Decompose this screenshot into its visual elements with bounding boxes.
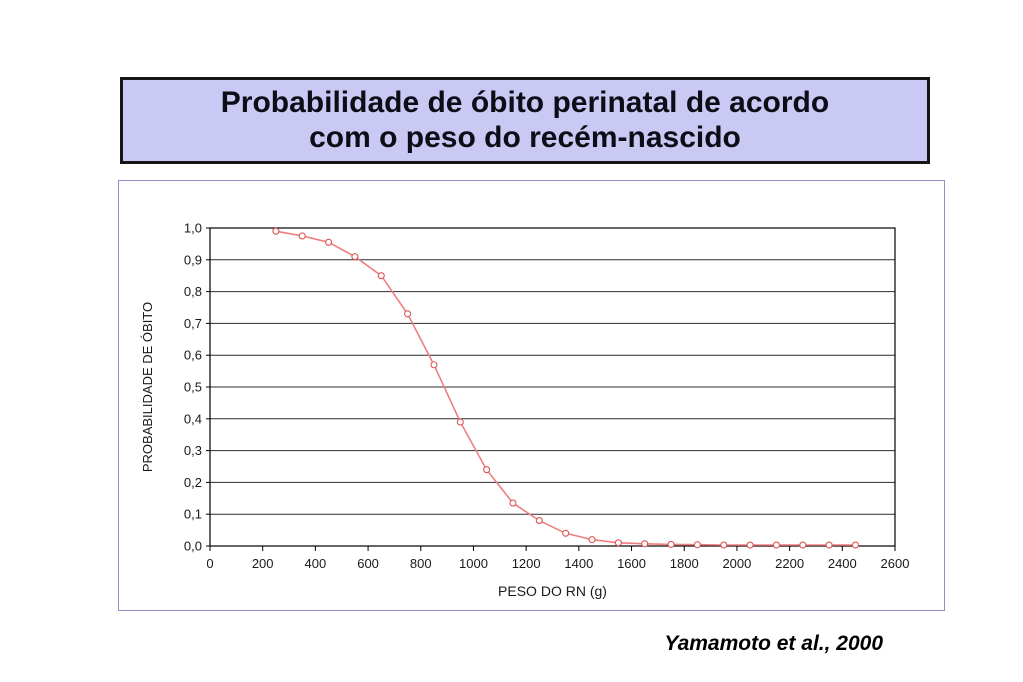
x-tick-label: 1600 [617, 556, 646, 571]
x-tick-label: 2400 [828, 556, 857, 571]
data-point-marker [325, 238, 333, 246]
data-point-marker [430, 361, 438, 369]
x-tick-label: 1400 [564, 556, 593, 571]
x-tick-label: 2600 [881, 556, 910, 571]
y-tick-label: 0,0 [184, 539, 202, 554]
y-tick-label: 0,3 [184, 443, 202, 458]
x-tick-label: 1800 [670, 556, 699, 571]
x-tick-label: 600 [357, 556, 379, 571]
data-point-marker [799, 541, 807, 549]
data-point-marker [509, 499, 517, 507]
x-tick-label: 400 [305, 556, 327, 571]
data-point-marker [298, 232, 306, 240]
data-point-marker [693, 541, 701, 549]
data-point-marker [456, 418, 464, 426]
x-tick-label: 1200 [512, 556, 541, 571]
y-tick-label: 0,6 [184, 348, 202, 363]
data-point-marker [535, 517, 543, 525]
data-point-marker [825, 541, 833, 549]
y-tick-label: 1,0 [184, 221, 202, 236]
slide-title: Probabilidade de óbito perinatal de acor… [220, 86, 830, 154]
data-point-marker [772, 541, 780, 549]
y-axis-title: PROBABILIDADE DE ÓBITO [140, 302, 155, 472]
mortality-curve [275, 230, 856, 546]
data-point-marker [641, 540, 649, 548]
y-tick-label: 0,2 [184, 475, 202, 490]
chart-frame: 0 200 400 600 800 1000 1200 1400 1600 1800 2000 220… [118, 180, 945, 611]
data-point-marker [483, 466, 491, 474]
data-point-marker [562, 529, 570, 537]
x-tick-label: 2200 [775, 556, 804, 571]
x-tick-label: 0 [206, 556, 213, 571]
data-point-marker [667, 540, 675, 548]
data-point-marker [351, 253, 359, 261]
x-axis-title: PESO DO RN (g) [498, 583, 607, 599]
x-tick-label: 1000 [459, 556, 488, 571]
y-tick-label: 0,4 [184, 411, 202, 426]
slide-title-box: Probabilidade de óbito perinatal de acor… [120, 77, 930, 164]
data-point-marker [720, 541, 728, 549]
y-tick-label: 0,1 [184, 507, 202, 522]
data-point-marker [272, 227, 280, 235]
x-tick-label: 200 [252, 556, 274, 571]
y-tick-label: 0,8 [184, 284, 202, 299]
y-tick-label: 0,5 [184, 380, 202, 395]
data-point-marker [746, 541, 754, 549]
data-point-marker [588, 536, 596, 544]
probability-chart: 0 200 400 600 800 1000 1200 1400 1600 1800 2000 220… [140, 221, 910, 600]
data-point-marker [404, 310, 412, 318]
y-tick-label: 0,7 [184, 316, 202, 331]
y-tick-label: 0,9 [184, 252, 202, 267]
x-tick-label: 800 [410, 556, 432, 571]
x-tick-label: 2000 [722, 556, 751, 571]
citation: Yamamoto et al., 2000 [664, 632, 883, 655]
data-point-marker [851, 541, 860, 549]
data-point-marker [377, 272, 385, 280]
data-point-marker [614, 539, 622, 547]
